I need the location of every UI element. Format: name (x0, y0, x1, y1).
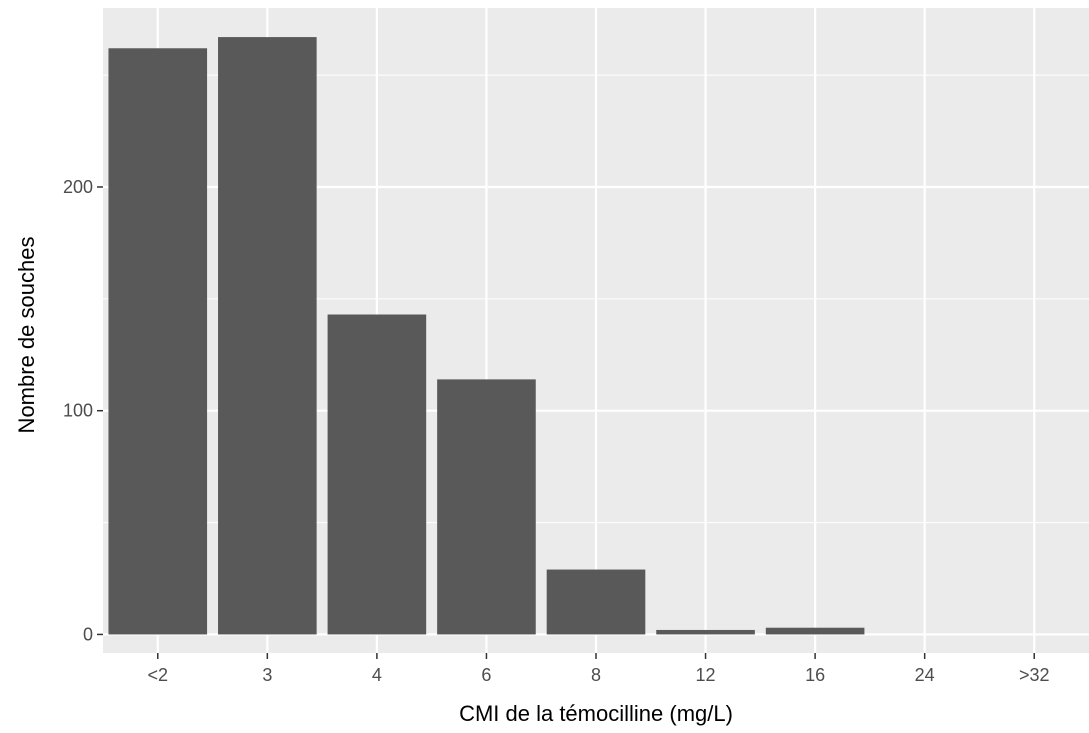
x-tick-label: 12 (696, 665, 716, 685)
y-tick-label: 200 (63, 177, 93, 197)
bar (437, 379, 536, 635)
x-axis: <2 3 4 6 8 12 16 24 >32 (148, 653, 1050, 685)
x-tick-label: 24 (915, 665, 935, 685)
bars (108, 37, 865, 635)
x-tick-label: 4 (372, 665, 382, 685)
bar (765, 627, 865, 635)
bar (108, 48, 208, 635)
bar (218, 37, 317, 635)
x-tick-label: 16 (805, 665, 825, 685)
y-axis-title: Nombre de souches (14, 237, 39, 434)
x-axis-title: CMI de la témocilline (mg/L) (459, 701, 733, 726)
x-tick-label: >32 (1019, 665, 1050, 685)
y-tick-label: 0 (83, 624, 93, 644)
bar (656, 629, 755, 635)
y-tick-label: 100 (63, 401, 93, 421)
bar (327, 314, 427, 635)
x-tick-label: 6 (481, 665, 491, 685)
x-tick-label: 8 (591, 665, 601, 685)
x-tick-label: <2 (148, 665, 169, 685)
x-tick-label: 3 (262, 665, 272, 685)
y-axis: 0 100 200 (63, 177, 103, 644)
bar (546, 569, 646, 635)
